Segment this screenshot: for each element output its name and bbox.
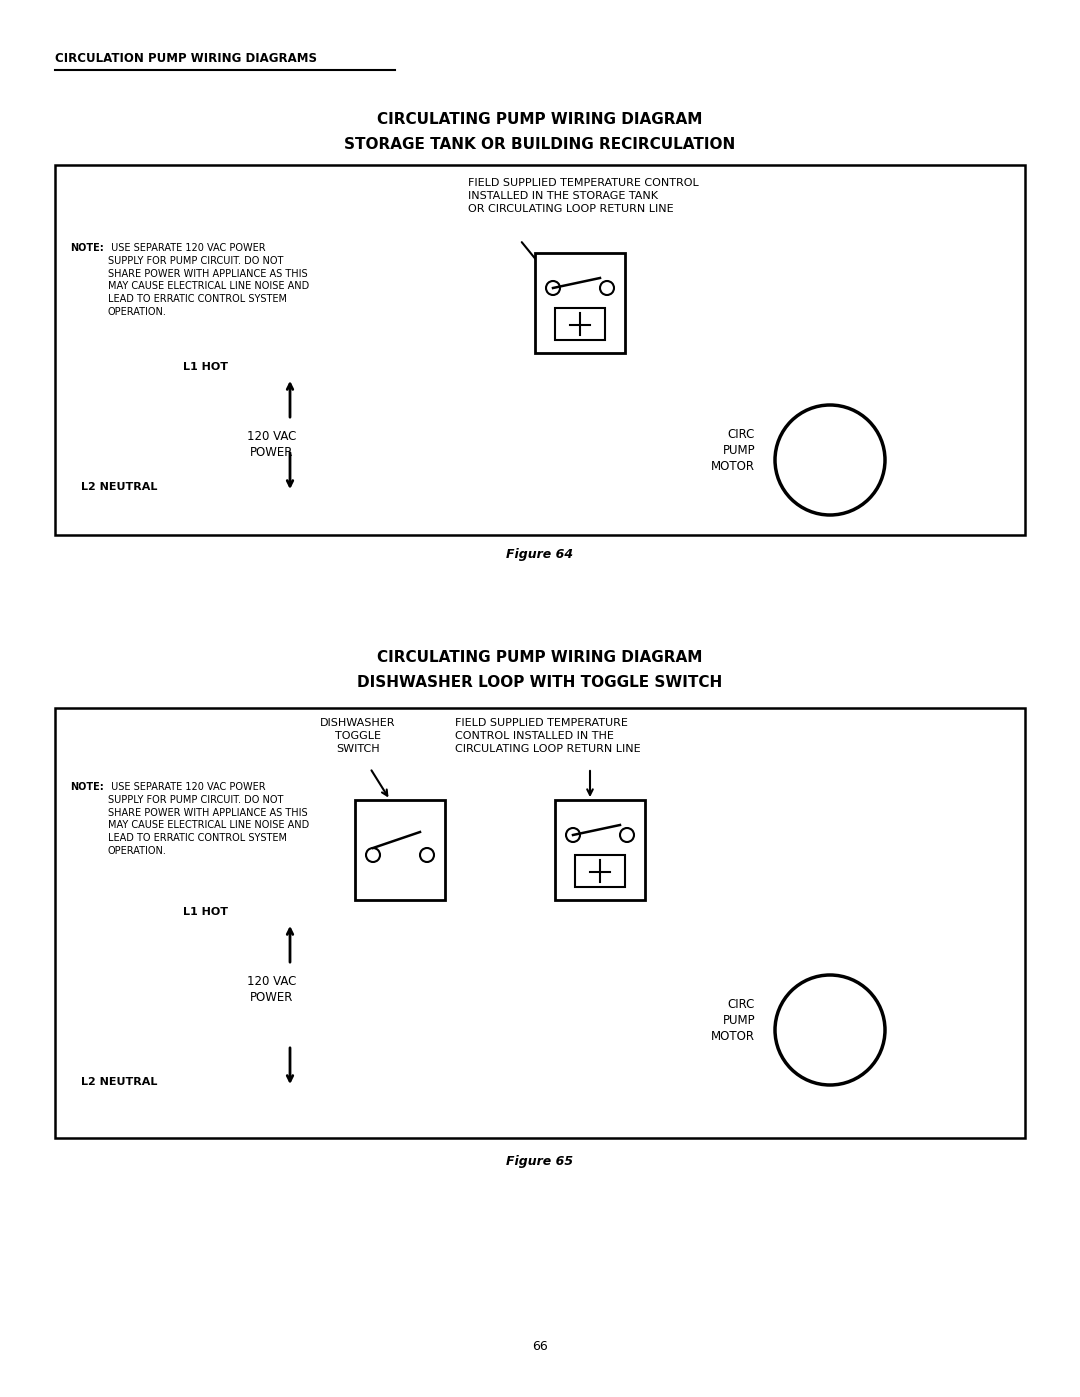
Text: 66: 66 [532,1340,548,1354]
Text: DISHWASHER
TOGGLE
SWITCH: DISHWASHER TOGGLE SWITCH [321,718,395,754]
Text: CIRCULATING PUMP WIRING DIAGRAM: CIRCULATING PUMP WIRING DIAGRAM [377,650,703,665]
Bar [575,855,625,887]
Text: L1 HOT: L1 HOT [183,362,228,372]
Text: USE SEPARATE 120 VAC POWER
SUPPLY FOR PUMP CIRCUIT. DO NOT
SHARE POWER WITH APPL: USE SEPARATE 120 VAC POWER SUPPLY FOR PU… [108,243,309,317]
Text: L1 HOT: L1 HOT [183,907,228,916]
Bar [355,800,445,900]
Text: CIRC
PUMP
MOTOR: CIRC PUMP MOTOR [711,427,755,472]
Text: CIRCULATING PUMP WIRING DIAGRAM: CIRCULATING PUMP WIRING DIAGRAM [377,112,703,127]
Text: NOTE:: NOTE: [70,243,104,253]
Text: L2 NEUTRAL: L2 NEUTRAL [81,482,157,492]
Bar [55,708,1025,1139]
Text: USE SEPARATE 120 VAC POWER
SUPPLY FOR PUMP CIRCUIT. DO NOT
SHARE POWER WITH APPL: USE SEPARATE 120 VAC POWER SUPPLY FOR PU… [108,782,309,856]
Text: FIELD SUPPLIED TEMPERATURE
CONTROL INSTALLED IN THE
CIRCULATING LOOP RETURN LINE: FIELD SUPPLIED TEMPERATURE CONTROL INSTA… [455,718,640,754]
Text: 120 VAC
POWER: 120 VAC POWER [247,975,297,1004]
Text: Figure 65: Figure 65 [507,1155,573,1168]
Text: L2 NEUTRAL: L2 NEUTRAL [81,1077,157,1087]
Bar [55,165,1025,535]
Bar [555,800,645,900]
Text: Figure 64: Figure 64 [507,548,573,562]
Text: FIELD SUPPLIED TEMPERATURE CONTROL
INSTALLED IN THE STORAGE TANK
OR CIRCULATING : FIELD SUPPLIED TEMPERATURE CONTROL INSTA… [468,177,699,214]
Bar [535,253,625,353]
Text: 120 VAC
POWER: 120 VAC POWER [247,430,297,460]
Text: CIRC
PUMP
MOTOR: CIRC PUMP MOTOR [711,997,755,1042]
Text: DISHWASHER LOOP WITH TOGGLE SWITCH: DISHWASHER LOOP WITH TOGGLE SWITCH [357,675,723,690]
Bar [555,307,605,339]
Text: CIRCULATION PUMP WIRING DIAGRAMS: CIRCULATION PUMP WIRING DIAGRAMS [55,52,318,66]
Text: STORAGE TANK OR BUILDING RECIRCULATION: STORAGE TANK OR BUILDING RECIRCULATION [345,137,735,152]
Text: NOTE:: NOTE: [70,782,104,792]
